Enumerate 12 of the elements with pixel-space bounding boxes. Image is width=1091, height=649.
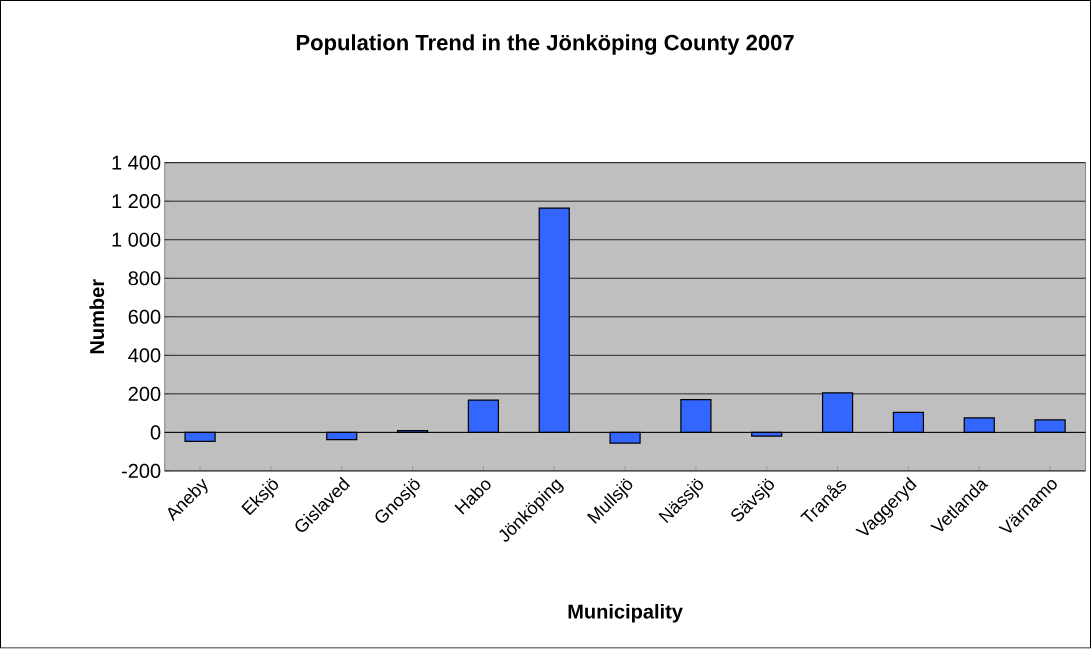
y-tick-label: 400 xyxy=(128,348,161,363)
x-axis-title: Municipality xyxy=(568,604,683,623)
chart-title: Population Trend in the Jönköping County 2007 xyxy=(296,34,794,56)
y-tick-label: 200 xyxy=(128,386,161,402)
y-tick-label: 0 xyxy=(150,425,161,440)
y-tick-label: 1 200 xyxy=(112,194,161,209)
y-tick-label: 600 xyxy=(128,309,161,325)
y-tick-label: -200 xyxy=(121,464,161,479)
y-tick-label: 1 000 xyxy=(112,232,161,247)
y-tick-label: 1 400 xyxy=(112,155,161,170)
y-tick-label: 800 xyxy=(128,271,161,286)
y-axis-title: Number xyxy=(89,279,105,354)
